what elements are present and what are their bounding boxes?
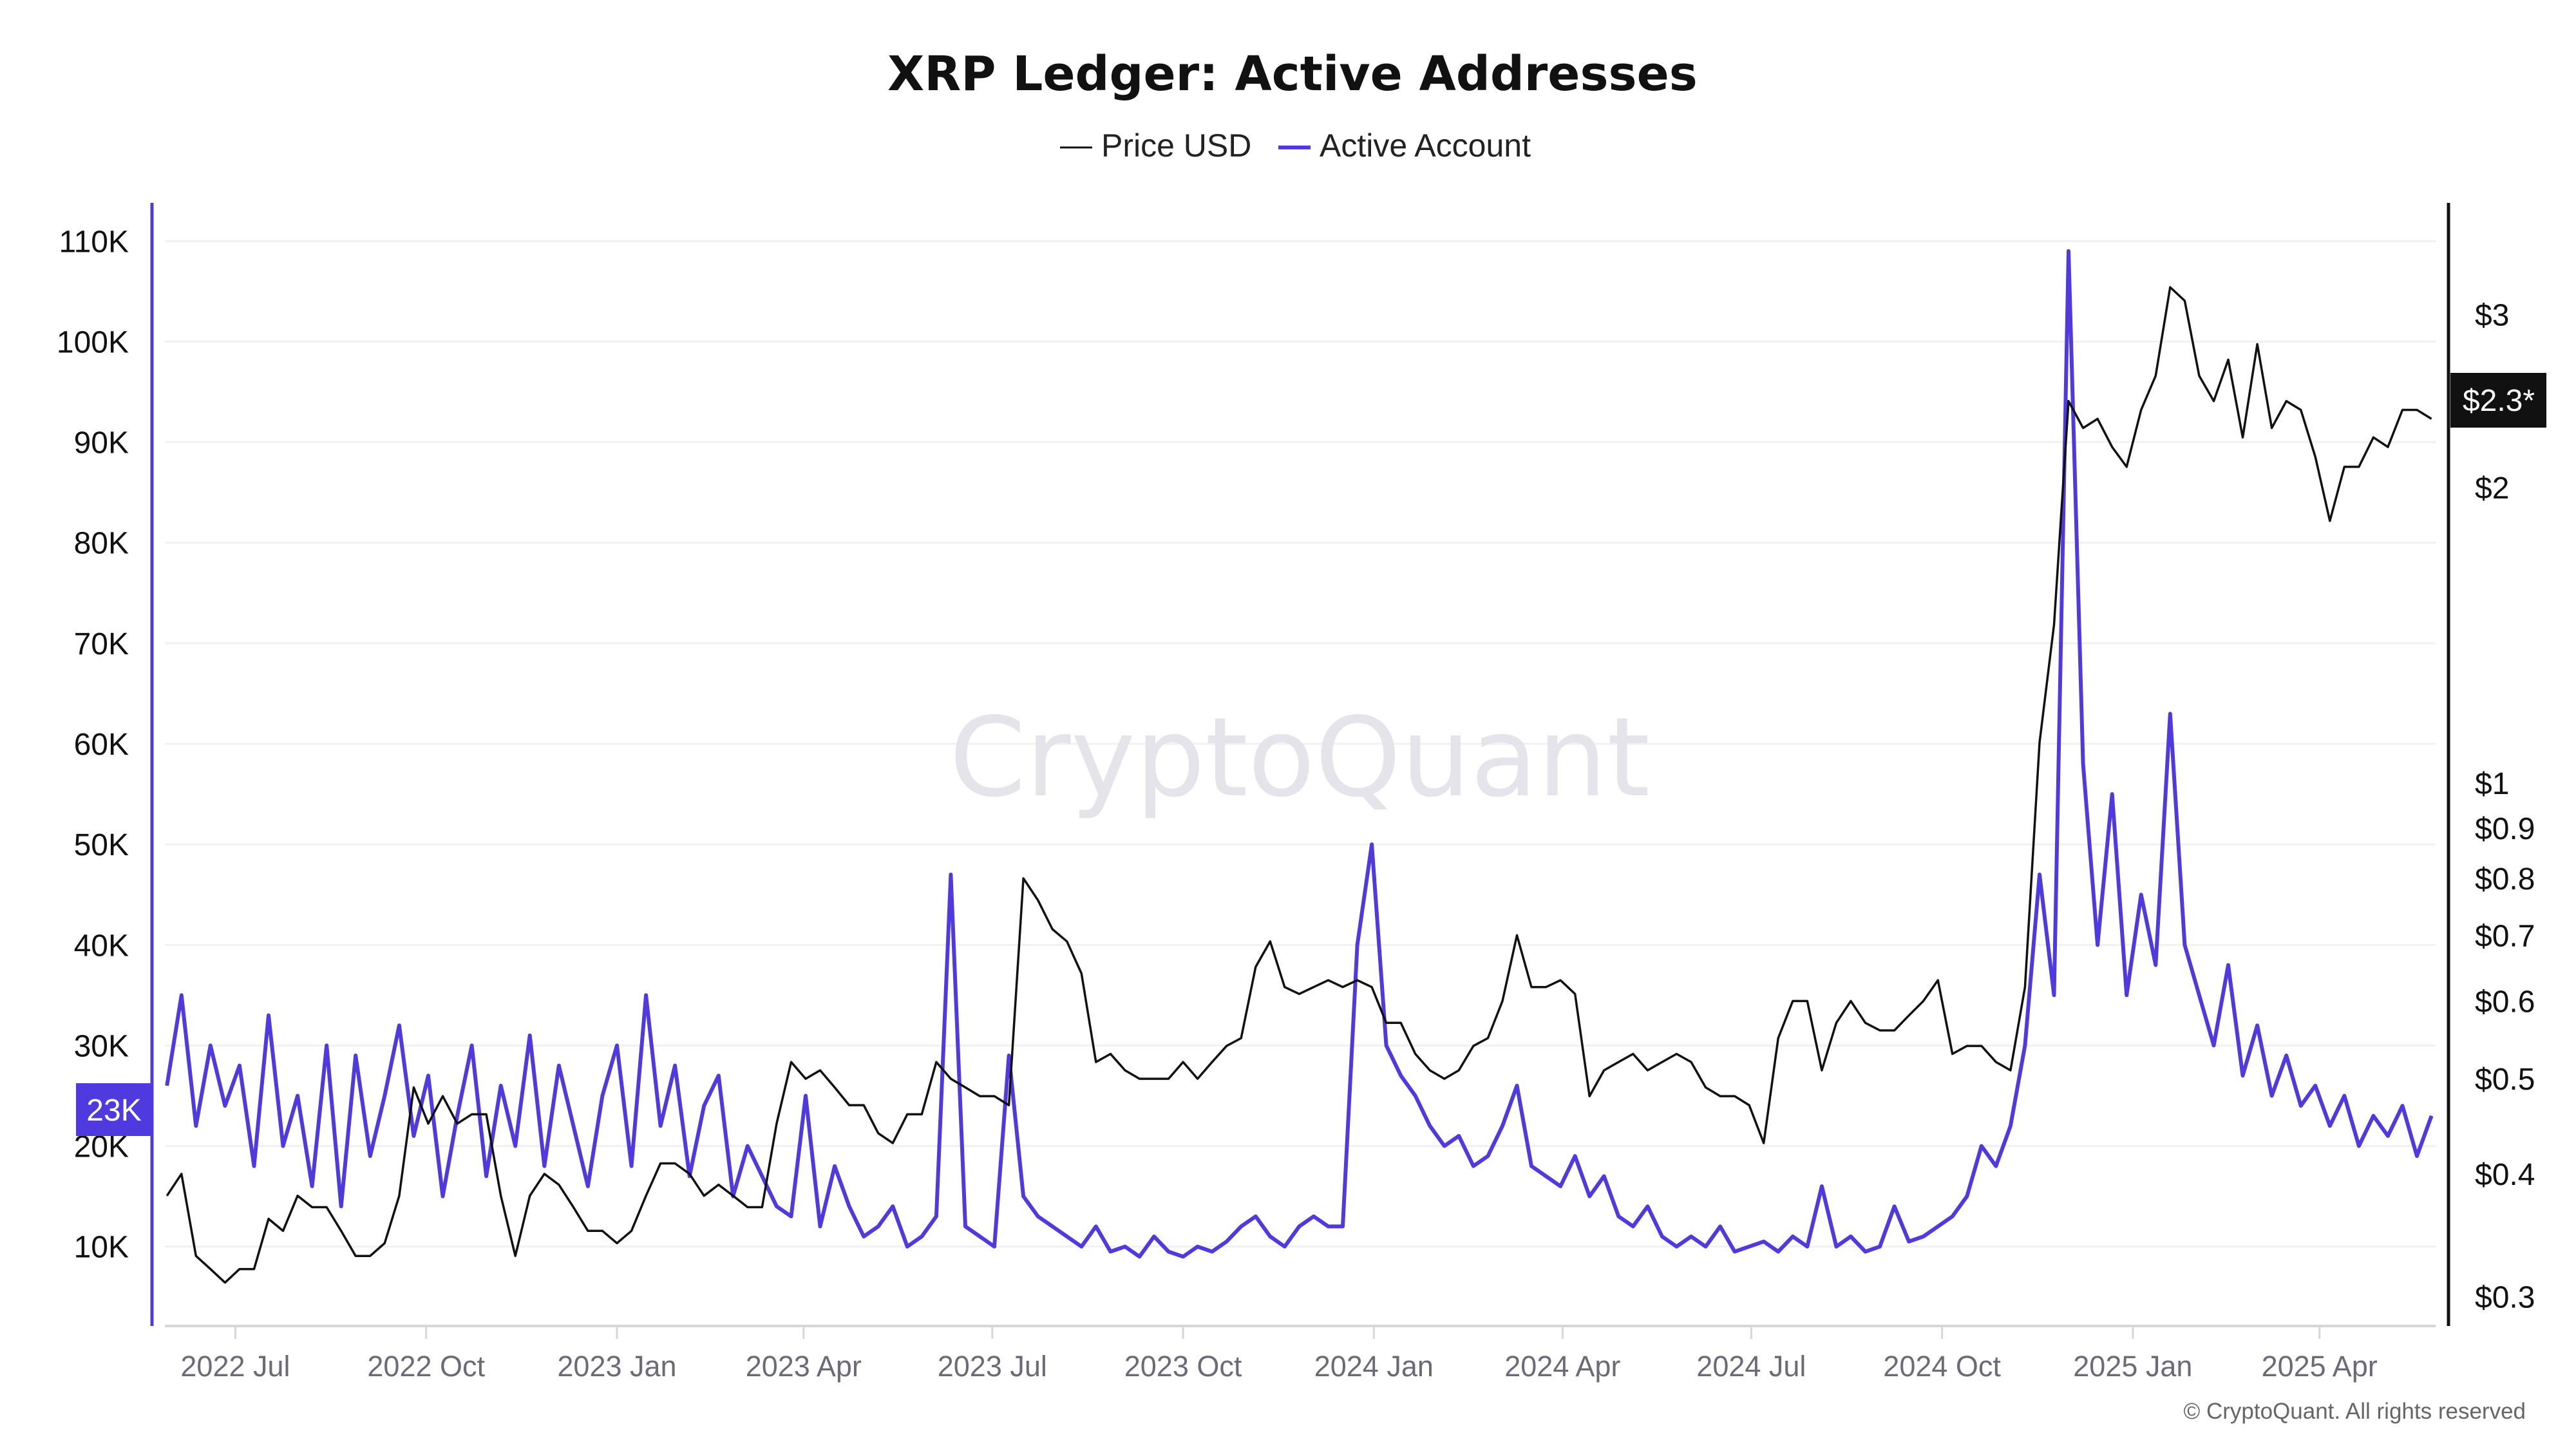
current-price-badge: $2.3*	[2450, 373, 2546, 428]
right-y-tick-label: $0.7	[2475, 919, 2535, 953]
x-tick-label: 2025 Apr	[2262, 1350, 2378, 1383]
right-y-tick-label: $0.5	[2475, 1063, 2535, 1097]
current-active-label: 23K	[86, 1094, 141, 1128]
x-tick-label: 2022 Oct	[367, 1350, 485, 1383]
x-tick-label: 2024 Oct	[1883, 1350, 2001, 1383]
copyright-footer: © CryptoQuant. All rights reserved	[2183, 1399, 2526, 1424]
plot-area[interactable]	[165, 249, 2434, 1284]
left-y-tick-label: 70K	[74, 627, 129, 661]
legend-price-label: Price USD	[1101, 128, 1251, 164]
left-y-tick-label: 110K	[59, 225, 129, 259]
left-y-tick-label: 30K	[74, 1029, 129, 1063]
current-price-label: $2.3*	[2463, 384, 2535, 418]
right-y-tick-label: $0.6	[2475, 985, 2535, 1019]
x-tick-label: 2024 Apr	[1504, 1350, 1620, 1383]
left-y-tick-label: 80K	[74, 527, 129, 561]
active-account-line	[165, 249, 2434, 1259]
x-tick-label: 2023 Jan	[557, 1350, 676, 1383]
left-y-tick-label: 100K	[57, 325, 129, 359]
right-y-tick-label: $2	[2475, 471, 2509, 506]
watermark: CryptoQuant	[949, 694, 1650, 822]
right-y-tick-label: $3	[2475, 299, 2509, 333]
current-active-badge: 23K	[76, 1083, 152, 1136]
legend: Price USD Active Account	[1060, 128, 1531, 164]
left-y-tick-label: 10K	[74, 1231, 129, 1265]
x-tick-label: 2023 Jul	[938, 1350, 1047, 1383]
chart-title: XRP Ledger: Active Addresses	[887, 46, 1698, 102]
left-y-tick-label: 50K	[74, 828, 129, 862]
x-tick-label: 2023 Oct	[1124, 1350, 1242, 1383]
left-y-tick-label: 60K	[74, 728, 129, 762]
right-y-tick-label: $0.8	[2475, 862, 2535, 896]
x-tick-label: 2024 Jan	[1314, 1350, 1434, 1383]
left-y-tick-label: 90K	[74, 426, 129, 460]
x-tick-label: 2023 Apr	[746, 1350, 862, 1383]
gridlines	[165, 240, 2436, 1248]
price-usd-line	[166, 286, 2432, 1284]
legend-active-label: Active Account	[1320, 128, 1531, 164]
left-y-tick-label: 40K	[74, 929, 129, 963]
legend-item-price[interactable]: Price USD	[1060, 128, 1251, 164]
right-y-tick-label: $0.3	[2475, 1280, 2535, 1314]
right-y-tick-label: $0.4	[2475, 1158, 2535, 1192]
x-axis: 2022 Jul 2022 Oct 2023 Jan 2023 Apr 2023 Jul…	[180, 1326, 2378, 1383]
legend-item-active-account[interactable]: Active Account	[1278, 128, 1531, 164]
right-y-axis: $0.3 $0.4 $0.5 $0.6 $0.7 $0.8 $0.9 $1 $2 $3	[2475, 299, 2535, 1315]
x-tick-label: 2022 Jul	[180, 1350, 290, 1383]
x-tick-label: 2024 Jul	[1696, 1350, 1806, 1383]
right-y-tick-label: $0.9	[2475, 812, 2535, 846]
x-tick-label: 2025 Jan	[2073, 1350, 2192, 1383]
right-y-tick-label: $1	[2475, 767, 2509, 801]
